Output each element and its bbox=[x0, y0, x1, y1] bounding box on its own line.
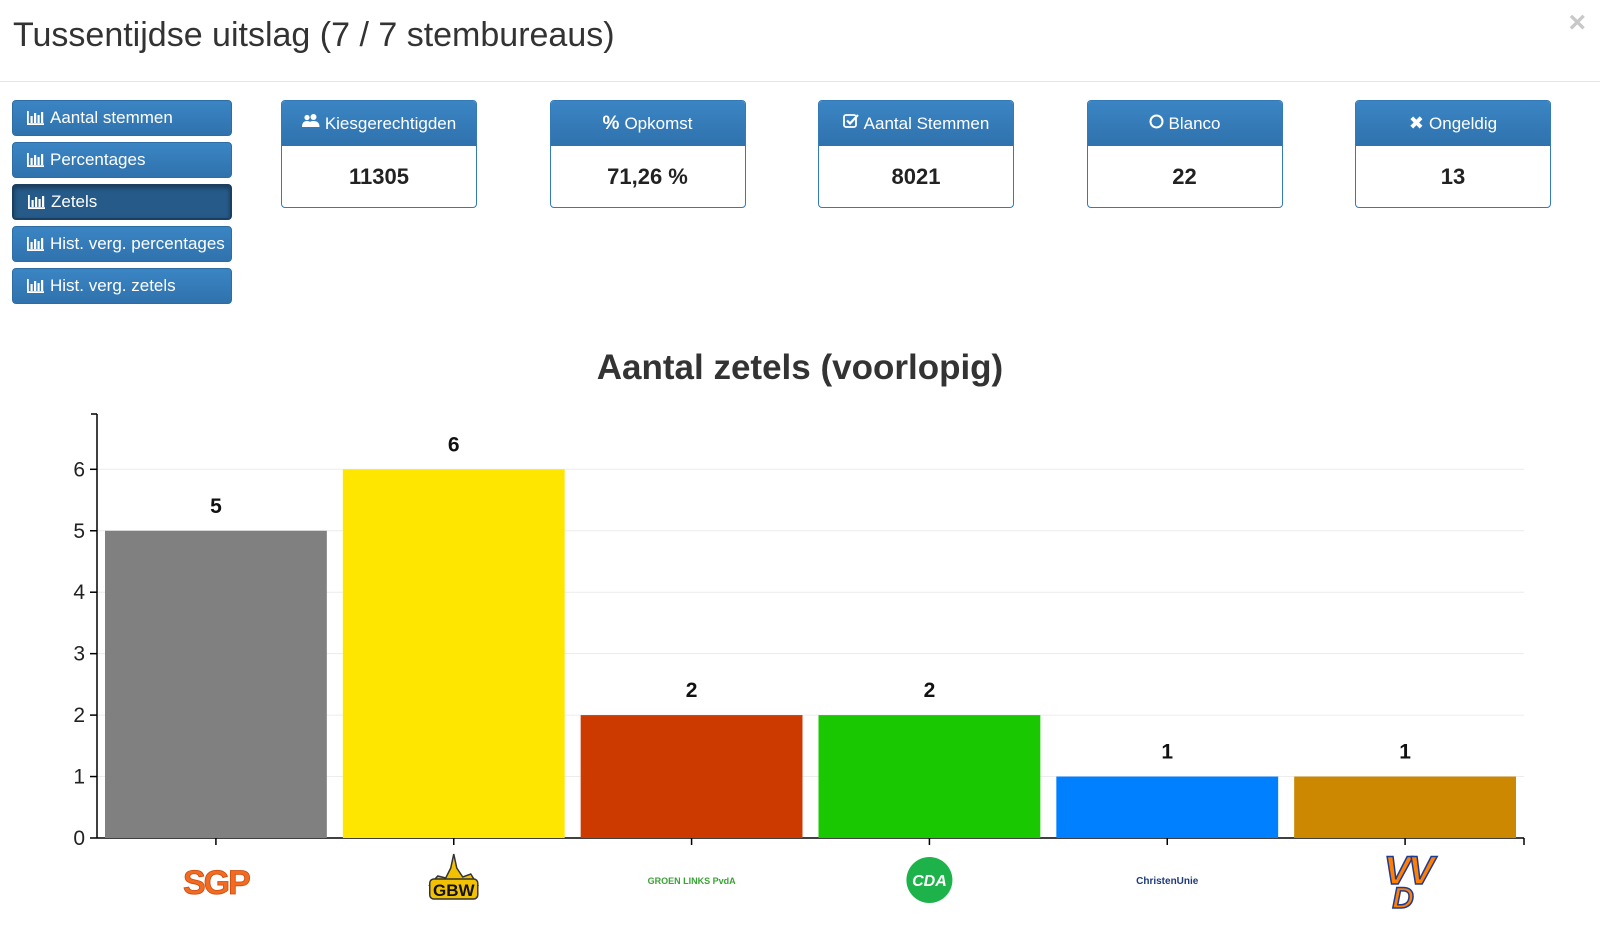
check-square-icon bbox=[842, 113, 859, 134]
stat-card-label: Ongeldig bbox=[1429, 113, 1498, 133]
nav-button-label: Zetels bbox=[51, 192, 98, 211]
nav-button-3[interactable]: Hist. verg. percentages bbox=[12, 226, 232, 262]
bar-gbw[interactable] bbox=[342, 469, 565, 838]
nav-button-4[interactable]: Hist. verg. zetels bbox=[12, 268, 232, 304]
gbw-logo-badge bbox=[429, 878, 479, 900]
bar-chart-icon bbox=[27, 111, 44, 125]
bar-chart-icon bbox=[27, 153, 44, 167]
sgp-logo: SGP bbox=[183, 864, 253, 903]
data-label: 6 bbox=[448, 433, 460, 456]
nav-button-label: Hist. verg. zetels bbox=[50, 276, 176, 295]
nav-button-1[interactable]: Percentages bbox=[12, 142, 232, 178]
stat-card-0: Kiesgerechtigden 11305 bbox=[281, 100, 477, 208]
nav-button-label: Aantal stemmen bbox=[50, 108, 173, 127]
bar-chart-icon bbox=[27, 237, 44, 251]
stat-card-value: 8021 bbox=[891, 164, 941, 189]
vvd-logo: VVD bbox=[1383, 848, 1439, 916]
stat-card-header: Kiesgerechtigden bbox=[282, 101, 476, 146]
stat-card-1: % Opkomst 71,26 % bbox=[549, 100, 746, 208]
gbw-logo: GBW bbox=[428, 853, 480, 900]
chart-type-nav: Aantal stemmen Percentages Zetels Hist. ver… bbox=[12, 100, 232, 310]
nav-button-label: Hist. verg. percentages bbox=[50, 234, 225, 253]
stat-card-value: 71,26 % bbox=[607, 164, 688, 189]
stat-card-header: Aantal Stemmen bbox=[819, 101, 1013, 146]
stat-card-value: 22 bbox=[1172, 164, 1197, 189]
stat-card-3: Blanco 22 bbox=[1086, 100, 1283, 208]
vvd-logo-d: D bbox=[1392, 882, 1414, 915]
y-tick-label: 4 bbox=[73, 581, 85, 604]
vvd-logo-v1: V bbox=[1384, 849, 1414, 893]
groenlinks-pvda-logo: GROEN LINKS PvdA bbox=[648, 876, 737, 886]
data-label: 1 bbox=[1161, 741, 1173, 764]
bar-christenunie[interactable] bbox=[1056, 776, 1279, 838]
data-label: 2 bbox=[686, 679, 698, 702]
y-tick-label: 3 bbox=[73, 643, 85, 666]
y-tick-label: 2 bbox=[73, 704, 85, 727]
times-icon: ✖ bbox=[1408, 113, 1425, 133]
percent-icon: % bbox=[602, 112, 620, 134]
stat-card-label: Opkomst bbox=[624, 113, 693, 133]
bar-sgp[interactable] bbox=[105, 530, 327, 838]
y-tick-label: 0 bbox=[73, 827, 85, 850]
stat-card-label: Blanco bbox=[1168, 113, 1221, 133]
stat-card-header: ✖ Ongeldig bbox=[1356, 101, 1550, 146]
bar-vvd[interactable] bbox=[1294, 776, 1516, 838]
stat-card-value: 13 bbox=[1440, 164, 1466, 189]
christenunie-logo-text: ChristenUnie bbox=[1136, 876, 1199, 887]
data-label: 5 bbox=[210, 495, 222, 518]
sgp-logo-text: SGP bbox=[183, 864, 250, 902]
stat-card-label: Kiesgerechtigden bbox=[324, 113, 457, 133]
close-icon[interactable]: × bbox=[1568, 6, 1586, 39]
nav-button-2[interactable]: Zetels bbox=[12, 184, 232, 220]
vvd-logo-v2: V bbox=[1408, 849, 1438, 893]
circle-icon bbox=[1149, 114, 1164, 134]
data-label: 1 bbox=[1399, 741, 1411, 764]
stat-card-header: Blanco bbox=[1087, 101, 1282, 146]
groenlinks-pvda-logo-text: GROEN LINKS PvdA bbox=[648, 876, 737, 886]
bar-chart-icon bbox=[28, 195, 45, 209]
bar-cda[interactable] bbox=[818, 715, 1041, 838]
y-tick-label: 5 bbox=[73, 520, 85, 543]
cda-logo-circle bbox=[906, 857, 953, 903]
modal-header: Tussentijdse uitslag (7 / 7 stembureaus)… bbox=[0, 0, 1600, 82]
y-tick-label: 6 bbox=[73, 458, 85, 481]
cda-logo: CDA bbox=[906, 857, 953, 903]
cda-logo-text: CDA bbox=[912, 873, 947, 890]
gbw-logo-text: GBW bbox=[433, 881, 476, 900]
stat-card-label: Aantal Stemmen bbox=[863, 113, 990, 133]
stat-card-2: Aantal Stemmen 8021 bbox=[818, 100, 1014, 208]
stat-card-4: ✖ Ongeldig 13 bbox=[1355, 100, 1551, 208]
users-icon bbox=[301, 114, 320, 133]
christenunie-logo: ChristenUnie bbox=[1136, 876, 1199, 887]
nav-button-0[interactable]: Aantal stemmen bbox=[12, 100, 232, 136]
stat-card-value: 11305 bbox=[349, 164, 409, 189]
y-tick-label: 1 bbox=[73, 766, 85, 789]
chart-title: Aantal zetels (voorlopig) bbox=[596, 348, 1004, 387]
bar-chart-icon bbox=[27, 279, 44, 293]
modal-title: Tussentijdse uitslag (7 / 7 stembureaus) bbox=[13, 16, 615, 54]
data-label: 2 bbox=[924, 679, 936, 702]
stat-card-header: % Opkomst bbox=[550, 101, 745, 146]
bar-groenlinks-pvda[interactable] bbox=[580, 715, 803, 838]
nav-button-label: Percentages bbox=[50, 150, 146, 169]
